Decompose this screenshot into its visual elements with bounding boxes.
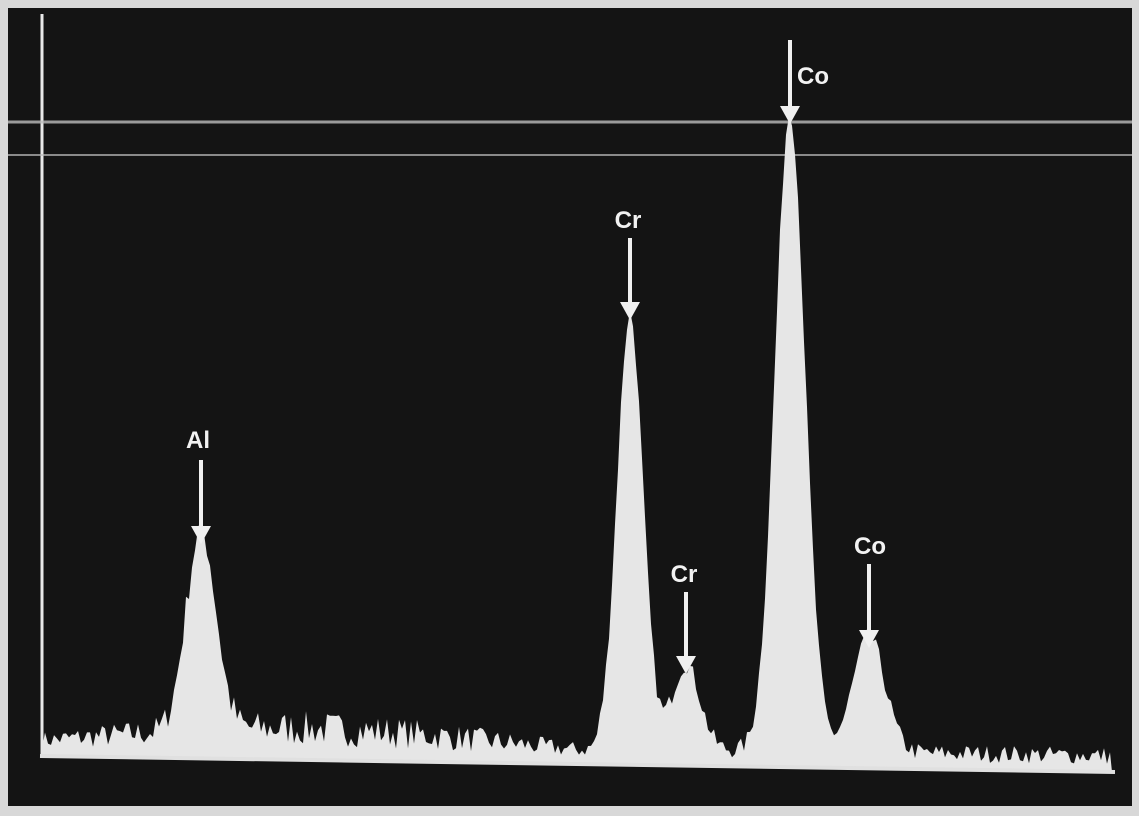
peak-arrow	[191, 460, 211, 544]
peak-label: Cr	[615, 207, 642, 234]
peak-arrow	[859, 564, 879, 648]
peak-label: Co	[797, 63, 829, 90]
peak-arrow	[620, 238, 640, 320]
peak-label: Co	[854, 533, 886, 560]
peak-arrow	[780, 40, 800, 124]
peak-arrow	[676, 592, 696, 674]
baseline	[39, 754, 1116, 774]
peak-label: Al	[186, 427, 210, 454]
peak-label: Cr	[671, 561, 698, 588]
